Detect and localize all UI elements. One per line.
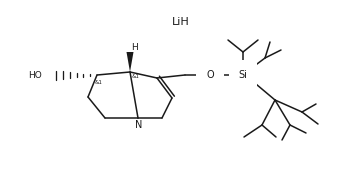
Text: &1: &1	[95, 80, 103, 86]
Text: N: N	[135, 120, 143, 130]
Text: LiH: LiH	[172, 17, 190, 27]
Text: O: O	[206, 70, 214, 80]
Text: Si: Si	[239, 70, 247, 80]
Polygon shape	[126, 52, 134, 72]
Text: H: H	[132, 43, 138, 51]
Text: HO: HO	[28, 71, 42, 79]
Text: &1: &1	[132, 75, 140, 79]
